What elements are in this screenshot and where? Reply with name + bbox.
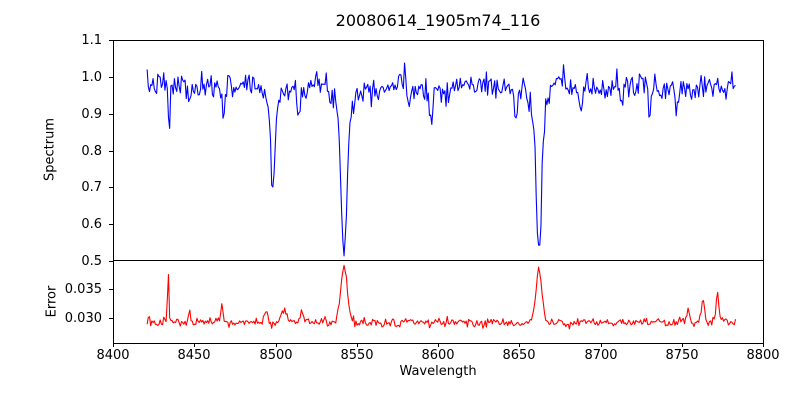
x-tick-label: 8650: [502, 348, 536, 363]
spectrum-ytick-label: 0.5: [81, 254, 102, 269]
spectrum-ytick-mark: [109, 151, 113, 152]
spectrum-ytick-mark: [109, 40, 113, 41]
x-tick-mark: [601, 343, 602, 347]
error-ytick-label: 0.030: [64, 311, 102, 326]
spectrum-ytick-mark: [109, 114, 113, 115]
spectrum-ytick-label: 1.0: [81, 70, 102, 85]
x-tick-mark: [357, 343, 358, 347]
x-tick-label: 8450: [177, 348, 211, 363]
x-tick-label: 8800: [746, 348, 780, 363]
spectrum-ytick-label: 0.8: [81, 144, 102, 159]
error-ytick-mark: [109, 318, 113, 319]
x-tick-mark: [113, 343, 114, 347]
x-tick-mark: [519, 343, 520, 347]
x-tick-label: 8750: [665, 348, 699, 363]
x-tick-mark: [276, 343, 277, 347]
error-series-line: [146, 264, 737, 330]
error-ytick-label: 0.035: [64, 282, 102, 297]
x-tick-label: 8600: [421, 348, 455, 363]
error-ytick-mark: [109, 289, 113, 290]
x-tick-label: 8550: [340, 348, 374, 363]
x-tick-mark: [194, 343, 195, 347]
spectrum-ytick-label: 0.7: [81, 180, 102, 195]
x-tick-label: 8700: [584, 348, 618, 363]
spectrum-ytick-label: 0.6: [81, 217, 102, 232]
plot-title: 20080614_1905m74_116: [335, 11, 541, 30]
x-tick-mark: [682, 343, 683, 347]
x-tick-label: 8400: [96, 348, 130, 363]
spectrum-ytick-mark: [109, 224, 113, 225]
spectrum-ytick-mark: [109, 187, 113, 188]
spectrum-ytick-label: 0.9: [81, 107, 102, 122]
spectrum-ytick-mark: [109, 261, 113, 262]
wavelength-axis-label: Wavelength: [399, 364, 477, 379]
x-tick-label: 8500: [259, 348, 293, 363]
spectrum-series-line: [146, 62, 736, 257]
x-tick-mark: [763, 343, 764, 347]
x-tick-mark: [438, 343, 439, 347]
spectrum-ytick-mark: [109, 77, 113, 78]
spectrum-ytick-label: 1.1: [81, 33, 102, 48]
